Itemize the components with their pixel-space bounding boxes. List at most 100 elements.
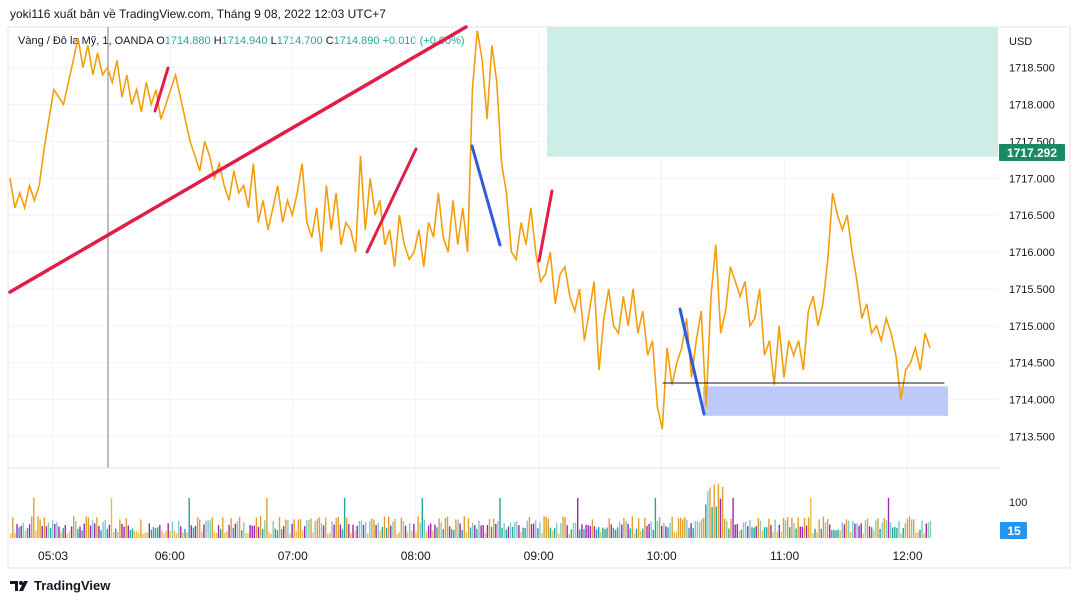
volume-bar [442,529,444,538]
volume-bar [68,531,71,538]
volume-bar [360,520,363,538]
volume-bar [822,516,825,538]
volume-bar [453,530,455,538]
y-tick-label: 1718.000 [1009,99,1055,111]
volume-bar [238,516,241,538]
volume-bar [692,528,694,538]
volume-bar [184,529,186,538]
volume-bar [757,518,759,538]
volume-bar [747,526,749,538]
volume-bar [490,526,493,538]
volume-bar [125,518,127,538]
volume-bar [304,526,306,538]
volume-bar [133,530,136,538]
blue-support-zone[interactable] [703,386,948,416]
footer-brand[interactable]: TradingView [10,578,110,593]
volume-bar [742,522,745,538]
volume-bar [73,516,75,538]
x-tick-label: 06:00 [155,549,185,563]
volume-bar [875,520,877,538]
volume-bar [688,527,690,538]
volume-bar [902,527,904,538]
volume-bar [707,491,709,538]
volume-bar [894,526,896,538]
volume-bar [440,522,442,538]
volume-bar [310,518,312,538]
volume-bar [923,533,925,538]
volume-bar [579,529,581,538]
volume-bar [801,526,804,538]
volume-bar [572,522,575,538]
volume-bar [728,528,730,538]
volume-bar [178,520,180,538]
volume-bar [694,521,696,538]
volume-bar [915,532,917,538]
low-label: L [270,35,277,47]
current-price-label: 1717.292 [1007,146,1057,160]
volume-bar [348,524,350,538]
volume-bar [514,521,516,538]
volume-bar [331,521,333,538]
volume-bar [732,498,734,538]
volume-tick-label: 100 [1009,497,1027,509]
volume-bar [761,530,764,538]
y-tick-label: 1715.500 [1009,284,1055,296]
volume-bar [474,525,476,538]
time-axis[interactable]: 05:03 06:00 07:00 08:00 09:00 10:00 11:00 12:00 [38,549,923,563]
volume-bar [539,522,541,538]
volume-bar [209,520,211,538]
volume-bar [320,523,323,538]
volume-bar [211,517,213,538]
volume-bar [316,518,318,538]
volume-bar [484,532,486,538]
green-target-zone[interactable] [547,27,998,157]
volume-bar [203,524,205,538]
volume-bar [461,529,463,538]
volume-bar [887,498,890,538]
price-axis[interactable]: 1718.5001718.0001717.5001717.0001716.500… [1009,63,1055,444]
volume-bar [455,519,457,538]
y-tick-label: 1714.500 [1009,358,1055,370]
volume-bar [715,506,717,538]
volume-bar [430,523,432,538]
volume-bar [780,531,783,538]
volume-bar [898,520,900,538]
volume-bar [511,526,514,538]
volume-bar [257,526,260,538]
volume-bar [621,524,623,538]
volume-bar [864,520,867,538]
volume-bar [289,533,291,538]
volume-bar [341,529,344,538]
volume-bar [568,533,570,538]
volume-bar [616,527,619,538]
volume-bar [327,533,329,538]
volume-bar [845,519,848,538]
volume-bar [457,519,459,538]
volume-bar [558,533,560,538]
volume-bar [852,520,854,538]
symbol-label: Vàng / Đô la Mỹ, 1, OANDA [18,35,154,47]
volume-bar [648,523,650,538]
volume-bar [364,521,367,538]
volume-bar [604,529,606,538]
volume-bar [66,533,69,538]
volume-bar [476,528,478,538]
volume-bar [751,527,753,538]
volume-bar [589,525,591,538]
high-value: 1714.940 [221,35,268,47]
volume-bar [249,525,251,538]
volume-bar [390,525,392,538]
volume-bar [280,529,283,538]
trend-drawings[interactable] [8,25,945,416]
volume-bar [12,517,14,538]
x-tick-label: 12:00 [892,549,922,563]
volume-bar [919,529,921,538]
volume-bar [892,527,894,538]
volume-bar [451,529,453,538]
volume-bar [194,526,197,538]
volume-bar [421,498,423,538]
volume-bar [843,524,846,538]
volume-bar [524,527,526,538]
volume-bar [81,530,83,538]
